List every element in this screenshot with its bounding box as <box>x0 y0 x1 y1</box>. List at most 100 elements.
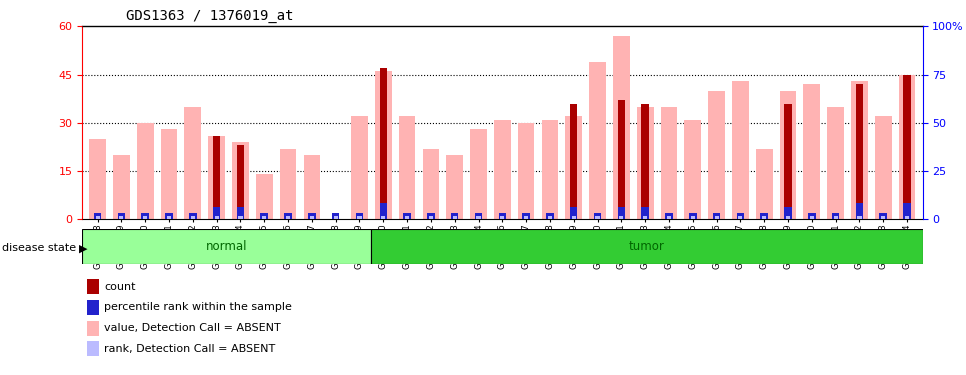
Bar <box>280 148 297 219</box>
Bar <box>256 174 272 219</box>
Bar <box>239 216 242 219</box>
Bar <box>284 213 292 219</box>
Bar <box>903 75 911 219</box>
Bar <box>237 146 244 219</box>
Bar <box>879 213 887 219</box>
Bar <box>637 107 654 219</box>
Text: percentile rank within the sample: percentile rank within the sample <box>104 303 292 312</box>
Bar <box>355 213 363 219</box>
Bar <box>332 213 339 219</box>
Text: disease state: disease state <box>2 243 76 253</box>
Bar <box>570 104 578 219</box>
Bar <box>619 216 623 219</box>
Bar <box>494 120 511 219</box>
Bar <box>594 213 601 219</box>
Bar <box>380 203 387 219</box>
Bar <box>667 216 671 219</box>
Bar <box>498 213 506 219</box>
Bar <box>120 216 124 219</box>
Bar <box>713 213 721 219</box>
Bar <box>518 123 534 219</box>
Bar <box>546 213 554 219</box>
Bar <box>523 213 530 219</box>
Bar <box>666 213 672 219</box>
Bar <box>856 203 864 219</box>
Bar <box>213 207 220 219</box>
Bar <box>382 216 385 219</box>
Bar <box>832 213 839 219</box>
Bar <box>685 120 701 219</box>
Bar <box>565 116 582 219</box>
Bar <box>613 36 630 219</box>
Bar <box>905 216 909 219</box>
Bar <box>780 91 796 219</box>
Bar <box>500 216 504 219</box>
Bar <box>858 216 862 219</box>
Bar <box>380 68 387 219</box>
Bar <box>898 75 916 219</box>
Bar <box>903 203 911 219</box>
Bar <box>737 213 744 219</box>
Bar <box>755 148 773 219</box>
Bar <box>214 216 218 219</box>
Bar <box>286 216 290 219</box>
Bar <box>82 230 371 264</box>
Bar <box>524 216 528 219</box>
Bar <box>851 81 867 219</box>
Bar <box>94 213 101 219</box>
Bar <box>118 213 126 219</box>
Bar <box>185 107 201 219</box>
Bar <box>661 107 677 219</box>
Bar <box>641 207 649 219</box>
Bar <box>189 213 196 219</box>
Bar <box>404 213 411 219</box>
Bar <box>141 213 149 219</box>
Bar <box>427 213 435 219</box>
Text: ▶: ▶ <box>79 243 88 253</box>
Bar <box>804 84 820 219</box>
Bar <box>572 216 576 219</box>
Bar <box>232 142 249 219</box>
Bar <box>617 207 625 219</box>
Bar <box>708 91 724 219</box>
Bar <box>308 213 316 219</box>
Bar <box>476 216 481 219</box>
Text: count: count <box>104 282 136 292</box>
Bar <box>165 213 173 219</box>
Bar <box>760 213 768 219</box>
Bar <box>856 84 864 219</box>
Bar <box>784 104 792 219</box>
Bar <box>470 129 487 219</box>
Bar <box>738 216 743 219</box>
Bar <box>160 129 178 219</box>
Bar <box>786 216 790 219</box>
Bar <box>143 216 147 219</box>
Bar <box>137 123 154 219</box>
Bar <box>405 216 410 219</box>
Bar <box>732 81 749 219</box>
Bar <box>213 136 220 219</box>
Bar <box>542 120 558 219</box>
Bar <box>827 107 844 219</box>
Text: normal: normal <box>206 240 247 253</box>
Bar <box>351 116 368 219</box>
Bar <box>209 136 225 219</box>
Bar <box>875 116 892 219</box>
Bar <box>190 216 195 219</box>
Text: tumor: tumor <box>629 240 665 253</box>
Bar <box>310 216 314 219</box>
Bar <box>548 216 552 219</box>
Bar <box>784 207 792 219</box>
Bar <box>113 155 129 219</box>
Bar <box>237 207 244 219</box>
Bar <box>474 213 482 219</box>
Bar <box>262 216 267 219</box>
Bar <box>762 216 766 219</box>
Bar <box>453 216 457 219</box>
Bar <box>422 148 440 219</box>
Bar <box>617 100 625 219</box>
Bar <box>715 216 719 219</box>
Bar <box>333 216 338 219</box>
Text: GDS1363 / 1376019_at: GDS1363 / 1376019_at <box>126 9 293 23</box>
Bar <box>451 213 459 219</box>
